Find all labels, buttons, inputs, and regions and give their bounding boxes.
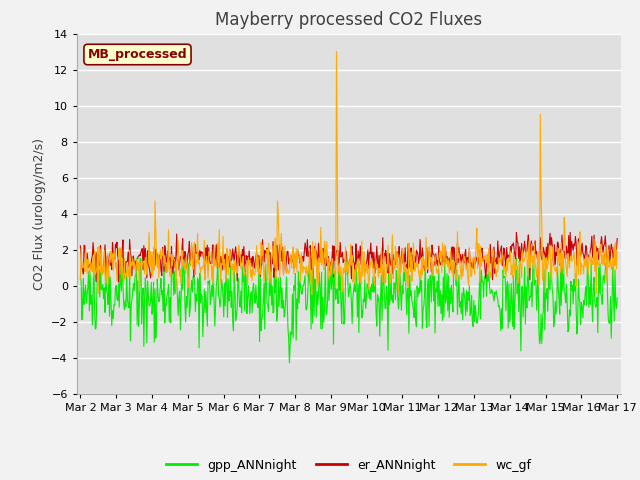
Text: MB_processed: MB_processed bbox=[88, 48, 188, 61]
er_ANNnight bbox=[613, 236, 621, 241]
gpp_ANNnight bbox=[86, 270, 94, 276]
gpp_ANNnight bbox=[225, 298, 233, 304]
Line: gpp_ANNnight: gpp_ANNnight bbox=[81, 259, 617, 363]
wc_gf bbox=[333, 48, 340, 54]
wc_gf bbox=[86, 268, 94, 274]
gpp_ANNnight bbox=[93, 256, 101, 262]
Title: Mayberry processed CO2 Fluxes: Mayberry processed CO2 Fluxes bbox=[215, 11, 483, 29]
wc_gf bbox=[415, 275, 423, 280]
gpp_ANNnight bbox=[613, 295, 621, 301]
Line: er_ANNnight: er_ANNnight bbox=[81, 232, 617, 282]
er_ANNnight bbox=[566, 229, 574, 235]
er_ANNnight bbox=[142, 259, 150, 265]
wc_gf bbox=[308, 292, 316, 298]
er_ANNnight bbox=[77, 243, 84, 249]
er_ANNnight bbox=[415, 261, 422, 266]
gpp_ANNnight bbox=[196, 300, 204, 306]
gpp_ANNnight bbox=[142, 288, 150, 294]
er_ANNnight bbox=[431, 252, 438, 258]
wc_gf bbox=[431, 252, 439, 258]
wc_gf bbox=[613, 250, 621, 255]
er_ANNnight bbox=[86, 261, 94, 267]
Line: wc_gf: wc_gf bbox=[81, 51, 617, 295]
gpp_ANNnight bbox=[431, 330, 439, 336]
wc_gf bbox=[141, 254, 149, 260]
Y-axis label: CO2 Flux (urology/m2/s): CO2 Flux (urology/m2/s) bbox=[33, 138, 45, 289]
gpp_ANNnight bbox=[285, 360, 293, 366]
wc_gf bbox=[196, 264, 204, 270]
er_ANNnight bbox=[115, 279, 122, 285]
Legend: gpp_ANNnight, er_ANNnight, wc_gf: gpp_ANNnight, er_ANNnight, wc_gf bbox=[161, 454, 536, 477]
er_ANNnight bbox=[196, 253, 204, 259]
er_ANNnight bbox=[225, 261, 233, 266]
wc_gf bbox=[77, 276, 84, 282]
gpp_ANNnight bbox=[415, 290, 423, 296]
gpp_ANNnight bbox=[77, 275, 84, 281]
wc_gf bbox=[225, 272, 232, 277]
